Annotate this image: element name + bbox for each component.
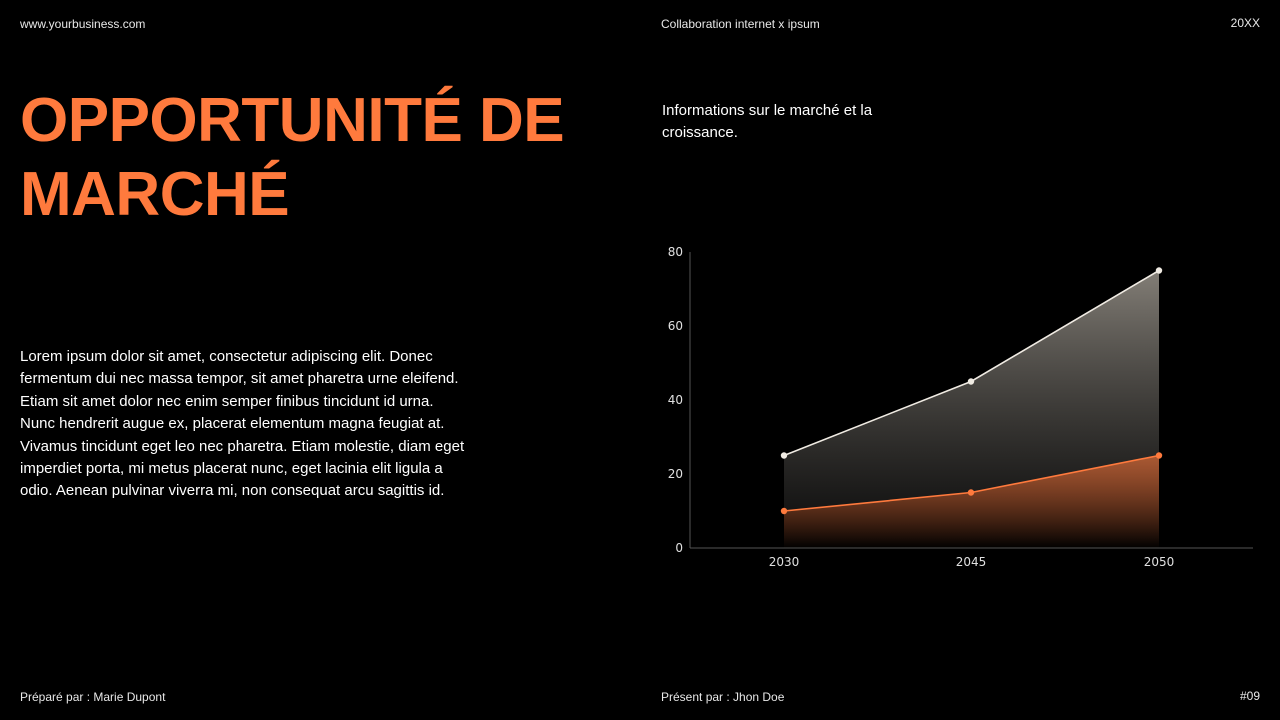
data-point [967, 378, 975, 385]
body-text: Lorem ipsum dolor sit amet, consectetur … [20, 348, 465, 500]
prepared-by: Préparé par : Marie Dupont [20, 690, 166, 704]
y-tick-label: 0 [675, 541, 683, 555]
y-tick-label: 20 [668, 467, 683, 481]
x-tick-label: 2030 [769, 555, 800, 569]
collaboration-label: Collaboration internet x ipsum [661, 17, 820, 31]
x-tick-label: 2045 [956, 555, 987, 569]
data-point [967, 489, 975, 496]
series-area-1 [784, 455, 1159, 548]
page-number: #09 [1239, 689, 1260, 703]
page-title: OPPORTUNITÉ DE MARCHÉ [20, 86, 565, 229]
year-label: 20XX [1230, 16, 1260, 30]
data-point [780, 452, 788, 459]
data-point [1155, 452, 1163, 459]
y-tick-label: 40 [668, 393, 683, 407]
y-tick-label: 60 [668, 319, 683, 333]
data-point [1155, 267, 1163, 274]
presented-by: Présent par : Jhon Doe [661, 690, 785, 704]
data-point [780, 507, 788, 515]
chart-subtitle: Informations sur le marché et la croissa… [662, 102, 873, 141]
y-tick-label: 80 [668, 245, 683, 259]
website-url: www.yourbusiness.com [20, 17, 146, 31]
x-tick-label: 2050 [1144, 555, 1175, 569]
